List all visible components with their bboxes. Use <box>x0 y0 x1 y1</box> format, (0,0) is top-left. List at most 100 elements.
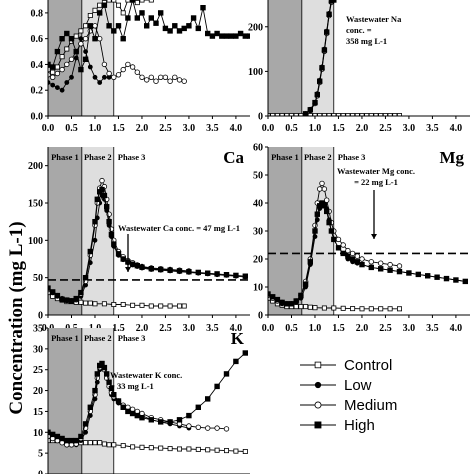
data-point-high <box>120 256 126 262</box>
data-point-high <box>134 15 140 21</box>
data-point-medium <box>120 66 126 73</box>
arrow-head <box>371 234 377 239</box>
data-point-medium <box>321 186 328 192</box>
data-point-high <box>200 5 206 11</box>
data-point-control <box>87 300 93 306</box>
y-tick-label: 0 <box>38 470 43 474</box>
data-point-high <box>78 66 84 73</box>
data-point-high <box>50 64 56 70</box>
data-point-high <box>125 15 131 21</box>
x-tick-label: 0.0 <box>262 323 275 334</box>
data-point-medium <box>359 256 365 262</box>
data-point-medium <box>162 74 169 80</box>
data-point-high <box>59 36 65 42</box>
data-point-high <box>82 56 89 62</box>
x-tick-label: 4.0 <box>450 323 463 334</box>
data-point-control <box>205 447 211 453</box>
data-point-high <box>101 364 108 371</box>
x-tick-label: 2.5 <box>159 323 172 334</box>
y-tick-label: 5 <box>38 449 43 460</box>
data-point-high <box>129 261 136 267</box>
data-point-high <box>434 274 440 280</box>
series-group <box>48 0 250 93</box>
element-label: Ca <box>223 148 244 167</box>
data-point-medium <box>59 66 65 73</box>
data-point-high <box>167 419 173 425</box>
x-tick-label: 2.0 <box>356 323 369 334</box>
data-point-medium <box>387 261 393 268</box>
x-tick-label: 3.5 <box>206 123 219 134</box>
data-point-control <box>64 46 70 52</box>
y-tick-label: 30 <box>33 344 43 355</box>
data-point-high <box>139 264 145 270</box>
data-point-high <box>195 25 201 32</box>
data-point-high <box>181 25 187 32</box>
x-tick-label: 0.0 <box>42 123 55 134</box>
data-point-medium <box>68 56 75 62</box>
y-tick-label: 35 <box>33 324 43 335</box>
data-point-low <box>102 74 107 80</box>
data-point-high <box>453 277 459 283</box>
arrow-head <box>125 267 131 272</box>
phase-1-shade <box>268 0 302 116</box>
data-point-high <box>120 404 126 410</box>
element-label: K <box>231 329 245 348</box>
data-point-medium <box>378 260 384 266</box>
y-tick-label: 0.6 <box>31 34 44 45</box>
phase-2-shade <box>81 147 114 315</box>
data-point-high <box>284 301 290 307</box>
data-point-medium <box>340 242 346 248</box>
data-point-control <box>111 442 117 448</box>
y-tick-label: 0 <box>258 112 263 123</box>
data-point-control <box>378 306 384 312</box>
legend: Control Low Medium High <box>300 357 397 434</box>
data-point-high <box>148 15 154 21</box>
x-tick-label: 1.5 <box>332 323 345 334</box>
data-point-control <box>116 2 122 8</box>
annotation-text: Wastewater Na <box>346 14 402 24</box>
phase-1-shade <box>48 328 82 474</box>
y-tick-label: 10 <box>253 283 263 294</box>
data-point-low <box>55 85 60 90</box>
phase-label: Phase 3 <box>118 333 146 343</box>
data-point-high <box>354 259 360 265</box>
data-point-medium <box>129 64 136 70</box>
data-point-control <box>83 23 89 29</box>
data-point-high <box>167 28 173 34</box>
data-point-control <box>293 304 299 310</box>
data-point-medium <box>153 78 159 84</box>
data-point-high <box>54 292 61 299</box>
data-point-control <box>223 448 229 454</box>
data-point-medium <box>78 41 84 47</box>
x-tick-label: 0.5 <box>65 123 78 134</box>
data-point-low <box>97 80 103 85</box>
y-tick-label: 15 <box>33 407 43 418</box>
data-point-control <box>92 440 98 446</box>
data-point-medium <box>101 61 108 68</box>
data-point-control <box>50 69 56 75</box>
data-point-high <box>73 437 79 444</box>
data-point-high <box>204 270 211 276</box>
data-point-high <box>54 433 61 440</box>
data-point-high <box>68 437 75 444</box>
data-point-high <box>50 289 56 295</box>
data-point-control <box>139 444 145 450</box>
data-point-high <box>204 30 211 37</box>
data-point-control <box>101 301 107 307</box>
data-point-control <box>148 0 154 3</box>
data-point-medium <box>181 78 187 84</box>
data-point-high <box>269 294 276 300</box>
data-point-high <box>73 48 79 55</box>
data-point-high <box>321 47 328 53</box>
data-point-medium <box>349 250 356 257</box>
data-point-control <box>181 303 187 309</box>
data-point-medium <box>134 69 140 75</box>
data-point-high <box>233 358 239 365</box>
data-point-high <box>64 297 70 303</box>
annotation-text: 358 mg L-1 <box>346 36 387 46</box>
y-tick-label: 50 <box>33 273 43 284</box>
x-tick-label: 2.5 <box>159 123 172 134</box>
data-point-high <box>108 385 115 392</box>
data-point-high <box>106 379 112 385</box>
